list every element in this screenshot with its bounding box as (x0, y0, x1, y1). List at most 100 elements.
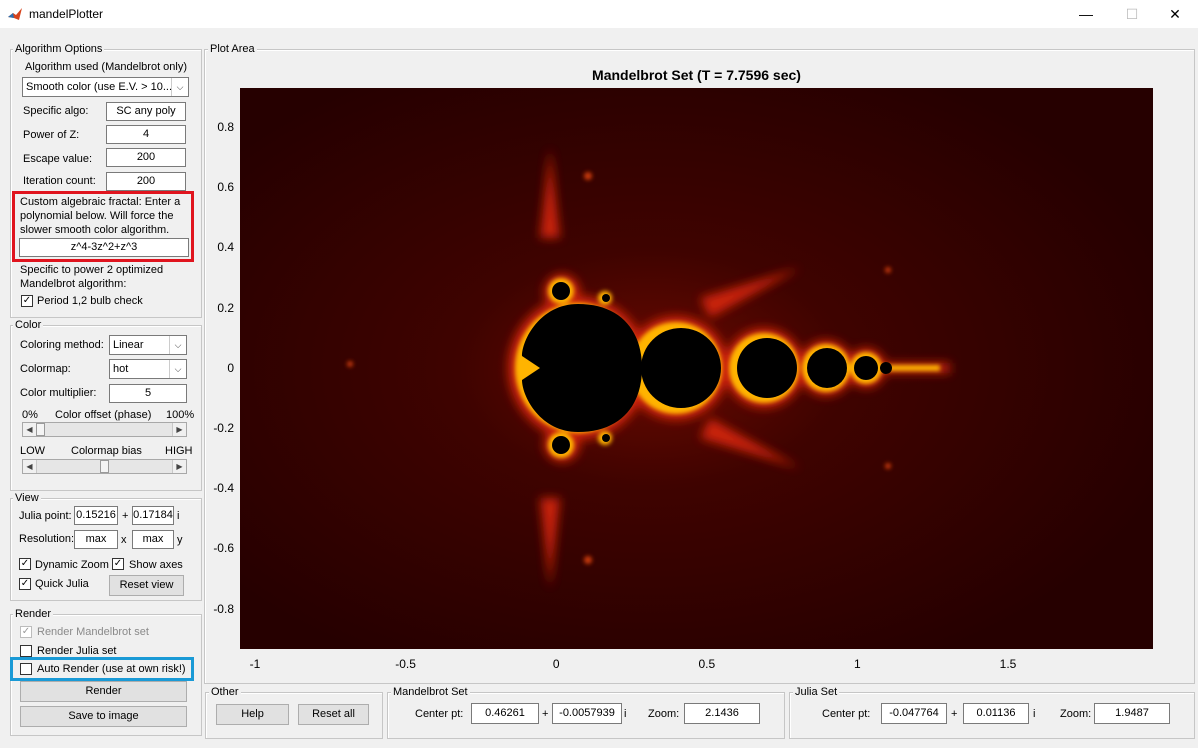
mandel-zoom-input[interactable]: 2.1436 (684, 703, 760, 724)
show-axes-label: Show axes (129, 559, 183, 571)
reset-view-button[interactable]: Reset view (109, 575, 184, 596)
julia-point-label: Julia point: (19, 510, 72, 522)
render-button[interactable]: Render (20, 681, 187, 702)
bias-label: Colormap bias (71, 445, 142, 457)
colormap-bias-thumb[interactable] (100, 460, 109, 473)
x-tick-label: 1 (854, 657, 861, 671)
coloring-method-label: Coloring method: (20, 339, 104, 351)
mandelbrot-set-legend: Mandelbrot Set (391, 686, 470, 698)
slider-left-arrow-icon[interactable]: ◀ (23, 460, 37, 473)
show-axes-checkbox[interactable]: ✓ (112, 558, 124, 570)
julia-center-plus-sign: + (951, 708, 958, 720)
x-tick-label: 0.5 (698, 657, 716, 671)
bulb-check-label: Period 1,2 bulb check (37, 295, 143, 307)
mandel-zoom-label: Zoom: (648, 708, 680, 720)
mandel-center-imag-input[interactable]: -0.0057939 (552, 703, 622, 724)
render-legend: Render (13, 608, 54, 620)
quick-julia-checkbox[interactable]: ✓ (19, 578, 31, 590)
escape-input[interactable]: 200 (106, 148, 186, 167)
color-legend: Color (13, 319, 44, 331)
offset-min-label: 0% (22, 409, 38, 421)
slider-right-arrow-icon[interactable]: ▶ (172, 423, 186, 436)
julia-zoom-label: Zoom: (1060, 708, 1092, 720)
algorithm-select[interactable]: Smooth color (use E.V. > 10... ⌵ (22, 77, 189, 97)
color-multiplier-label: Color multiplier: (20, 387, 97, 399)
save-to-image-button[interactable]: Save to image (20, 706, 187, 727)
x-tick-label: 1.5 (999, 657, 1017, 671)
color-panel (10, 325, 202, 491)
julia-zoom-input[interactable]: 1.9487 (1094, 703, 1170, 724)
help-button[interactable]: Help (216, 704, 289, 725)
resolution-x-input[interactable]: max (74, 530, 118, 549)
color-multiplier-input[interactable]: 5 (109, 384, 187, 403)
colormap-bias-slider[interactable]: ◀ ▶ (22, 459, 187, 474)
offset-label: Color offset (phase) (55, 409, 152, 421)
custom-fractal-highlight (12, 191, 194, 262)
y-tick-label: 0.8 (217, 120, 234, 134)
view-legend: View (13, 492, 41, 504)
bulb-check-checkbox[interactable]: ✓ (21, 295, 33, 307)
render-julia-checkbox[interactable] (20, 645, 32, 657)
specific-algo-label: Specific algo: (23, 105, 89, 117)
other-panel (205, 692, 383, 739)
mandel-center-label: Center pt: (415, 708, 464, 720)
render-julia-label: Render Julia set (37, 645, 117, 657)
y-tick-label: 0 (227, 360, 234, 375)
close-button[interactable]: ✕ (1169, 6, 1181, 22)
maximize-button[interactable]: ☐ (1125, 6, 1139, 22)
mandel-center-real-input[interactable]: 0.46261 (471, 703, 539, 724)
julia-i-suffix: i (177, 510, 180, 522)
julia-set-panel (789, 692, 1195, 739)
julia-plus-sign: + (122, 510, 129, 522)
auto-render-checkbox[interactable] (20, 663, 32, 675)
iteration-input[interactable]: 200 (106, 172, 186, 191)
julia-real-input[interactable]: 0.15216 (74, 506, 118, 525)
mandel-plus-sign: + (542, 708, 549, 720)
dynamic-zoom-checkbox[interactable]: ✓ (19, 558, 31, 570)
escape-label: Escape value: (23, 153, 93, 165)
power-label: Power of Z: (23, 129, 80, 141)
julia-imag-input[interactable]: 0.17184 (132, 506, 174, 525)
custom-fractal-text-2: polynomial below. Will force the (20, 210, 174, 222)
slider-right-arrow-icon[interactable]: ▶ (172, 460, 186, 473)
y-tick-label: 0.2 (217, 300, 234, 315)
julia-center-label: Center pt: (822, 708, 871, 720)
coloring-method-select[interactable]: Linear ⌵ (109, 335, 187, 355)
plot-area-panel (204, 49, 1195, 684)
custom-fractal-text-3: slower smooth color algorithm. (20, 224, 170, 236)
dynamic-zoom-label: Dynamic Zoom (35, 559, 109, 571)
specific-algo-field: SC any poly (106, 102, 186, 121)
resolution-y-input[interactable]: max (132, 530, 174, 549)
slider-left-arrow-icon[interactable]: ◀ (23, 423, 37, 436)
colormap-value: hot (113, 363, 129, 375)
julia-center-real-input[interactable]: -0.047764 (881, 703, 947, 724)
julia-set-legend: Julia Set (793, 686, 840, 698)
minimize-button[interactable]: — (1079, 6, 1093, 22)
coloring-method-value: Linear (113, 339, 144, 351)
colormap-select[interactable]: hot ⌵ (109, 359, 187, 379)
y-tick-label: 0.4 (217, 240, 234, 255)
chevron-down-icon: ⌵ (169, 336, 186, 354)
other-legend: Other (209, 686, 241, 698)
render-mandelbrot-label: Render Mandelbrot set (37, 626, 149, 638)
julia-center-i-suffix: i (1033, 708, 1036, 720)
render-mandelbrot-checkbox[interactable]: ✓ (20, 626, 32, 638)
mandelbrot-plot-canvas[interactable] (240, 88, 1153, 649)
plot-title: Mandelbrot Set (T = 7.7596 sec) (592, 67, 801, 83)
reset-all-button[interactable]: Reset all (298, 704, 369, 725)
chevron-down-icon: ⌵ (169, 360, 186, 378)
view-panel (10, 498, 202, 601)
color-offset-slider[interactable]: ◀ ▶ (22, 422, 187, 437)
color-offset-thumb[interactable] (36, 423, 45, 436)
specific-power2-text-2: Mandelbrot algorithm: (20, 278, 127, 290)
power-input[interactable]: 4 (106, 125, 186, 144)
custom-polynomial-input[interactable]: z^4-3z^2+z^3 (19, 238, 189, 257)
y-tick-label: -0.6 (213, 541, 234, 556)
resolution-y-suffix: y (177, 534, 183, 546)
mandel-i-suffix: i (624, 708, 627, 720)
colormap-label: Colormap: (20, 363, 71, 375)
iteration-label: Iteration count: (23, 175, 96, 187)
auto-render-label: Auto Render (use at own risk!) (37, 663, 186, 675)
julia-center-imag-input[interactable]: 0.01136 (963, 703, 1029, 724)
x-tick-label: -0.5 (395, 657, 416, 671)
